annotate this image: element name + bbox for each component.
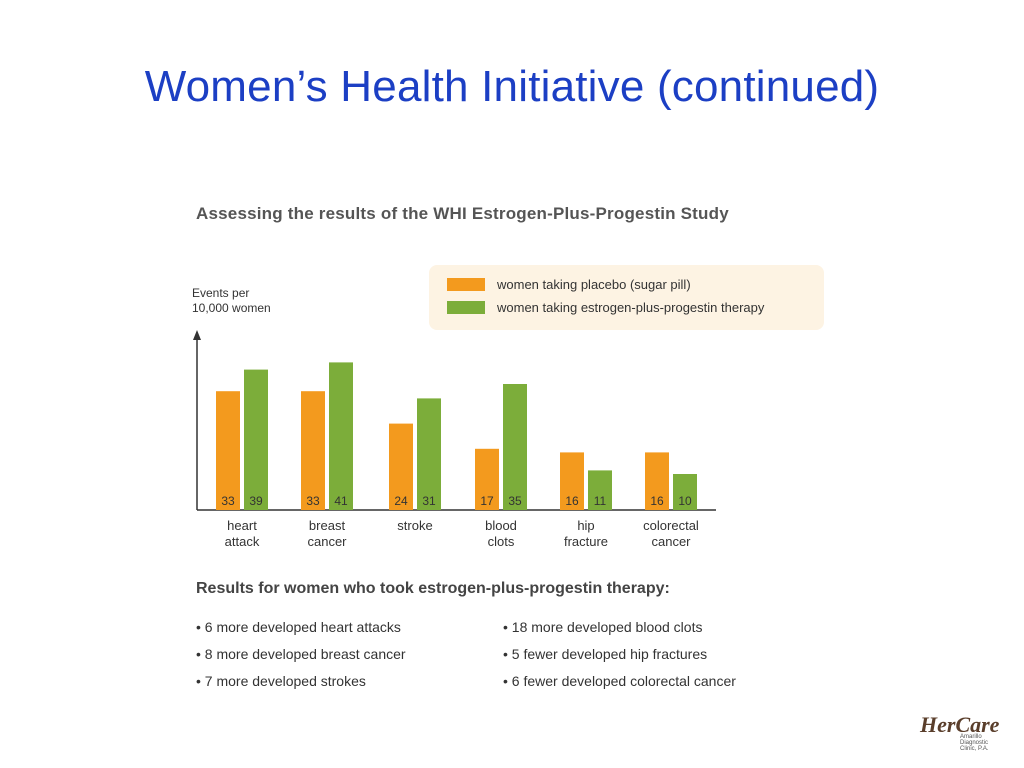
bar-value-label: 16 xyxy=(565,494,579,508)
category-label: cancer xyxy=(307,534,347,549)
bar-therapy xyxy=(244,369,268,510)
category-label: hip xyxy=(577,518,594,533)
bar-placebo xyxy=(216,391,240,510)
bar-value-label: 33 xyxy=(306,494,320,508)
result-item: • 18 more developed blood clots xyxy=(503,619,703,635)
bar-value-label: 31 xyxy=(422,494,436,508)
bar-value-label: 10 xyxy=(678,494,692,508)
chart-figure: Assessing the results of the WHI Estroge… xyxy=(160,190,860,730)
bar-value-label: 41 xyxy=(334,494,348,508)
legend-item-therapy: women taking estrogen-plus-progestin the… xyxy=(447,300,764,315)
category-label: blood xyxy=(485,518,517,533)
bar-value-label: 11 xyxy=(594,494,607,508)
results-heading: Results for women who took estrogen-plus… xyxy=(196,580,670,597)
hercare-logo: HerCare Amarillo Diagnostic Clinic, P.A. xyxy=(916,708,1000,752)
category-label: colorectal xyxy=(643,518,699,533)
legend-swatch-placebo xyxy=(447,278,485,291)
category-label: stroke xyxy=(397,518,432,533)
y-axis-label: Events per xyxy=(192,286,249,300)
bar-therapy xyxy=(503,384,527,510)
result-item: • 6 more developed heart attacks xyxy=(196,619,401,635)
bar-placebo xyxy=(645,452,669,510)
legend-swatch-therapy xyxy=(447,301,485,314)
category-label: heart xyxy=(227,518,257,533)
bar-therapy xyxy=(673,474,697,510)
logo-subtext: Amarillo Diagnostic Clinic, P.A. xyxy=(960,734,989,752)
bar-placebo xyxy=(389,423,413,510)
category-label: breast xyxy=(309,518,346,533)
category-label: clots xyxy=(488,534,515,549)
category-label: attack xyxy=(225,534,260,549)
bar-value-label: 24 xyxy=(394,494,408,508)
bar-placebo xyxy=(301,391,325,510)
result-item: • 7 more developed strokes xyxy=(196,673,366,689)
slide-title: Women’s Health Initiative (continued) xyxy=(144,62,880,111)
result-item: • 6 fewer developed colorectal cancer xyxy=(503,673,736,689)
logo-text: HerCare xyxy=(920,712,1000,737)
chart-title: Assessing the results of the WHI Estroge… xyxy=(196,204,729,223)
result-item: • 8 more developed breast cancer xyxy=(196,646,406,662)
results-right-list: • 18 more developed blood clots • 5 fewe… xyxy=(503,618,736,699)
results-left-list: • 6 more developed heart attacks • 8 mor… xyxy=(196,618,406,699)
y-axis-label: 10,000 women xyxy=(192,301,271,315)
y-axis-arrow xyxy=(193,330,201,340)
bar-therapy xyxy=(588,470,612,510)
bar-therapy xyxy=(417,398,441,510)
bar-value-label: 39 xyxy=(249,494,263,508)
category-label: fracture xyxy=(564,534,608,549)
legend-label-therapy: women taking estrogen-plus-progestin the… xyxy=(497,300,765,315)
bar-therapy xyxy=(329,362,353,510)
bar-value-label: 35 xyxy=(508,494,522,508)
legend-item-placebo: women taking placebo (sugar pill) xyxy=(447,277,691,292)
bar-placebo xyxy=(560,452,584,510)
legend-label-placebo: women taking placebo (sugar pill) xyxy=(497,277,691,292)
bar-value-label: 16 xyxy=(650,494,664,508)
category-label: cancer xyxy=(651,534,691,549)
result-item: • 5 fewer developed hip fractures xyxy=(503,646,708,662)
bar-value-label: 17 xyxy=(480,494,494,508)
chart-legend: women taking placebo (sugar pill) women … xyxy=(429,265,824,330)
bar-value-label: 33 xyxy=(221,494,235,508)
bar-placebo xyxy=(475,448,499,510)
